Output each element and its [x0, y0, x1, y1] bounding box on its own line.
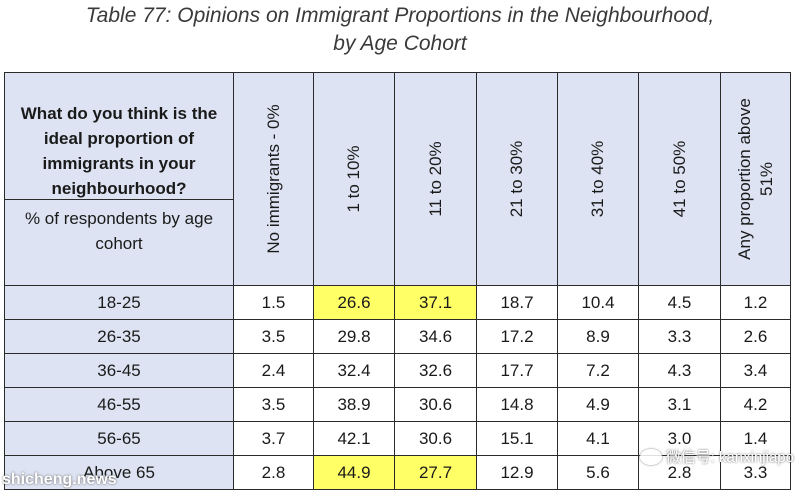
- table-row: 26-35 3.5 29.8 34.6 17.2 8.9 3.3 2.6: [4, 319, 791, 354]
- table-cell: 2.8: [638, 455, 721, 490]
- table-row: 36-45 2.4 32.4 32.6 17.7 7.2 4.3 3.4: [4, 353, 791, 388]
- table-cell: 4.9: [557, 387, 639, 422]
- table-cell: 32.6: [394, 353, 477, 388]
- row-label: 18-25: [4, 285, 234, 320]
- row-label: 56-65: [4, 421, 234, 456]
- table-cell: 1.5: [233, 285, 314, 320]
- table-title-line-1: Table 77: Opinions on Immigrant Proporti…: [85, 4, 715, 27]
- row-label: Above 65: [4, 455, 234, 490]
- table-cell: 29.8: [313, 319, 395, 354]
- row-label: 36-45: [4, 353, 234, 388]
- column-header-2: 11 to 20%: [394, 72, 477, 286]
- table-row: 18-25 1.5 26.6 37.1 18.7 10.4 4.5 1.2: [4, 285, 791, 320]
- column-header-label: 31 to 40%: [588, 140, 607, 218]
- table-cell: 1.2: [720, 285, 791, 320]
- column-header-3: 21 to 30%: [476, 72, 558, 286]
- table-cell: 3.5: [233, 387, 314, 422]
- table-cell: 15.1: [476, 421, 558, 456]
- table-cell: 4.5: [638, 285, 721, 320]
- question-text: What do you think is the ideal proportio…: [5, 73, 233, 200]
- table-title-line-2: by Age Cohort: [333, 32, 467, 55]
- table-cell: 3.3: [638, 319, 721, 354]
- table-cell: 18.7: [476, 285, 558, 320]
- table-cell: 34.6: [394, 319, 477, 354]
- table-cell: 38.9: [313, 387, 395, 422]
- column-header-label: Any proportion above 51%: [734, 98, 776, 260]
- column-header-label: 41 to 50%: [669, 140, 689, 218]
- table-cell: 3.4: [720, 353, 791, 388]
- table-cell: 4.3: [638, 353, 721, 388]
- column-header-label: 21 to 30%: [507, 140, 526, 218]
- table-cell: 1.4: [720, 421, 791, 456]
- table-cell: 7.2: [557, 353, 639, 388]
- table-cell: 12.9: [476, 455, 558, 490]
- table-cell: 8.9: [557, 319, 639, 354]
- table-cell: 17.2: [476, 319, 558, 354]
- table-cell: 26.6: [313, 285, 395, 320]
- subheader-text: % of respondents by age cohort: [24, 209, 214, 253]
- table-cell: 4.2: [720, 387, 791, 422]
- table-cell: 44.9: [313, 455, 395, 490]
- column-header-label: No immigrants - 0%: [263, 104, 283, 254]
- table-row: 56-65 3.7 42.1 30.6 15.1 4.1 3.0 1.4: [4, 421, 791, 456]
- table-cell: 5.6: [557, 455, 639, 490]
- opinion-table: What do you think is the ideal proportio…: [4, 72, 791, 490]
- corner-header: What do you think is the ideal proportio…: [4, 72, 234, 286]
- table-cell: 3.5: [233, 319, 314, 354]
- table-row: Above 65 2.8 44.9 27.7 12.9 5.6 2.8 3.3: [4, 455, 791, 490]
- row-label: 46-55: [4, 387, 234, 422]
- column-header-6: Any proportion above 51%: [720, 72, 791, 286]
- table-cell: 30.6: [394, 387, 477, 422]
- table-cell: 32.4: [313, 353, 395, 388]
- table-cell: 3.7: [233, 421, 314, 456]
- table-row: 46-55 3.5 38.9 30.6 14.8 4.9 3.1 4.2: [4, 387, 791, 422]
- wechat-icon: [639, 448, 662, 465]
- column-header-0: No immigrants - 0%: [233, 72, 314, 286]
- table-cell: 30.6: [394, 421, 477, 456]
- column-header-4: 31 to 40%: [557, 72, 639, 286]
- column-header-1: 1 to 10%: [313, 72, 395, 286]
- table-cell: 4.1: [557, 421, 639, 456]
- table-cell: 2.8: [233, 455, 314, 490]
- row-label: 26-35: [4, 319, 234, 354]
- table-cell: 17.7: [476, 353, 558, 388]
- column-header-label: 1 to 10%: [344, 145, 363, 213]
- table-cell: 27.7: [394, 455, 477, 490]
- column-header-5: 41 to 50%: [638, 72, 721, 286]
- table-cell: 2.4: [233, 353, 314, 388]
- watermark-right: 微信号: kanxinjiapo: [639, 446, 794, 467]
- watermark-left: shicheng.news: [2, 471, 117, 488]
- table-cell: 3.3: [720, 455, 791, 490]
- table-cell: 10.4: [557, 285, 639, 320]
- watermark-right-text: 微信号: kanxinjiapo: [665, 449, 794, 466]
- table-cell: 3.1: [638, 387, 721, 422]
- table-cell: 14.8: [476, 387, 558, 422]
- header-row: What do you think is the ideal proportio…: [4, 72, 791, 286]
- table-cell: 42.1: [313, 421, 395, 456]
- table-cell: 37.1: [394, 285, 477, 320]
- table-cell: 2.6: [720, 319, 791, 354]
- column-header-label: 11 to 20%: [425, 141, 445, 217]
